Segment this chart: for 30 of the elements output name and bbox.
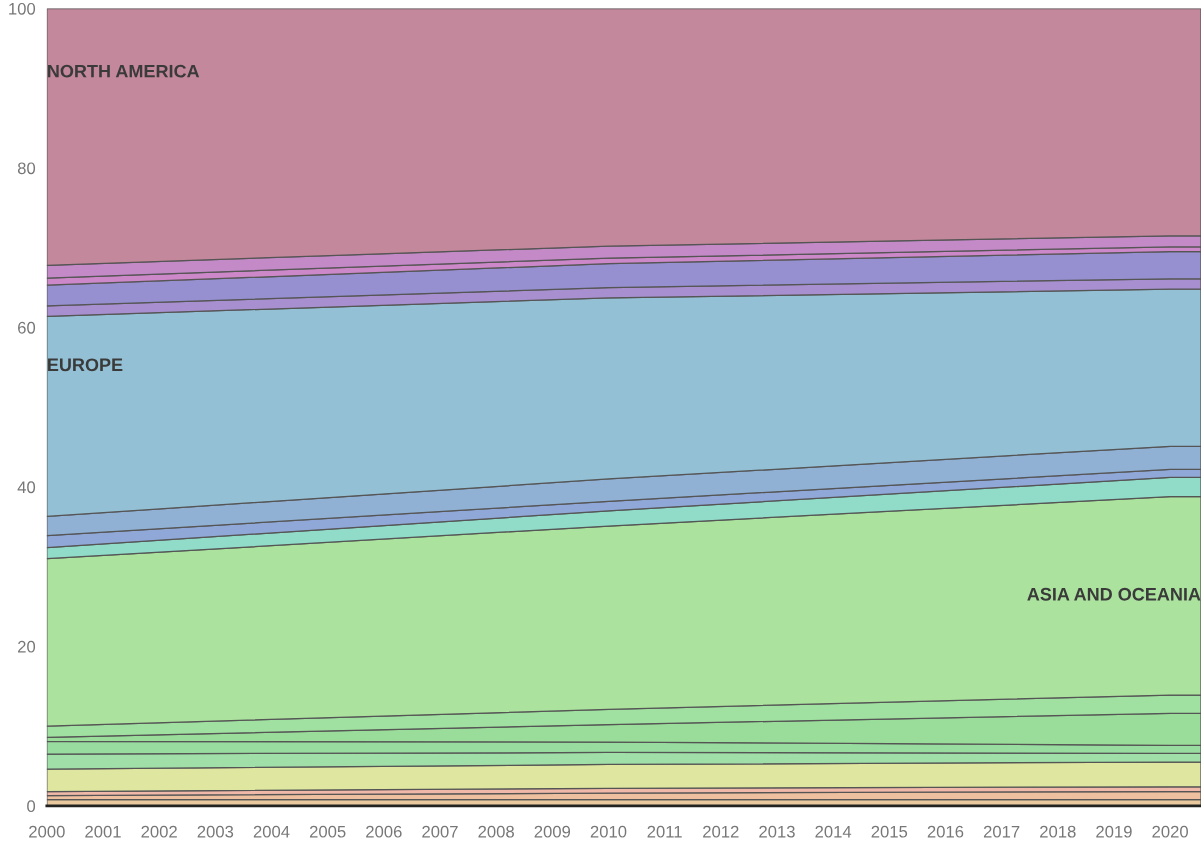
x-tick-label: 2009 xyxy=(534,825,571,838)
y-tick-label: 40 xyxy=(17,481,36,494)
x-tick-label: 2003 xyxy=(197,825,234,838)
series-label: ASIA AND OCEANIA xyxy=(1027,587,1201,601)
x-tick-label: 2014 xyxy=(815,825,852,838)
x-tick-label: 2020 xyxy=(1152,825,1188,838)
y-tick-label: 100 xyxy=(9,2,36,15)
x-tick-label: 2017 xyxy=(983,825,1020,838)
x-tick-label: 2011 xyxy=(647,825,682,838)
y-tick-label: 20 xyxy=(18,640,36,653)
x-tick-label: 2004 xyxy=(253,825,290,838)
x-tick-label: 2019 xyxy=(1096,825,1132,838)
x-tick-label: 2016 xyxy=(927,825,964,838)
x-tick-label: 2008 xyxy=(478,825,514,838)
series-label: EUROPE xyxy=(48,358,123,372)
y-tick-label: 60 xyxy=(18,321,36,334)
x-tick-label: 2007 xyxy=(422,825,458,838)
x-tick-label: 2015 xyxy=(871,825,908,838)
x-tick-label: 2010 xyxy=(590,825,627,838)
y-tick-label: 80 xyxy=(17,162,36,175)
x-tick-label: 2006 xyxy=(366,825,402,838)
x-tick-label: 2005 xyxy=(309,825,346,838)
x-tick-label: 2000 xyxy=(29,825,65,838)
x-tick-label: 2012 xyxy=(703,825,739,838)
y-tick-label: 0 xyxy=(27,800,36,813)
series-label: NORTH AMERICA xyxy=(48,64,200,78)
x-tick-label: 2002 xyxy=(141,825,177,838)
x-tick-label: 2013 xyxy=(759,825,795,838)
x-tick-label: 2001 xyxy=(85,825,121,838)
x-tick-label: 2018 xyxy=(1040,825,1076,838)
